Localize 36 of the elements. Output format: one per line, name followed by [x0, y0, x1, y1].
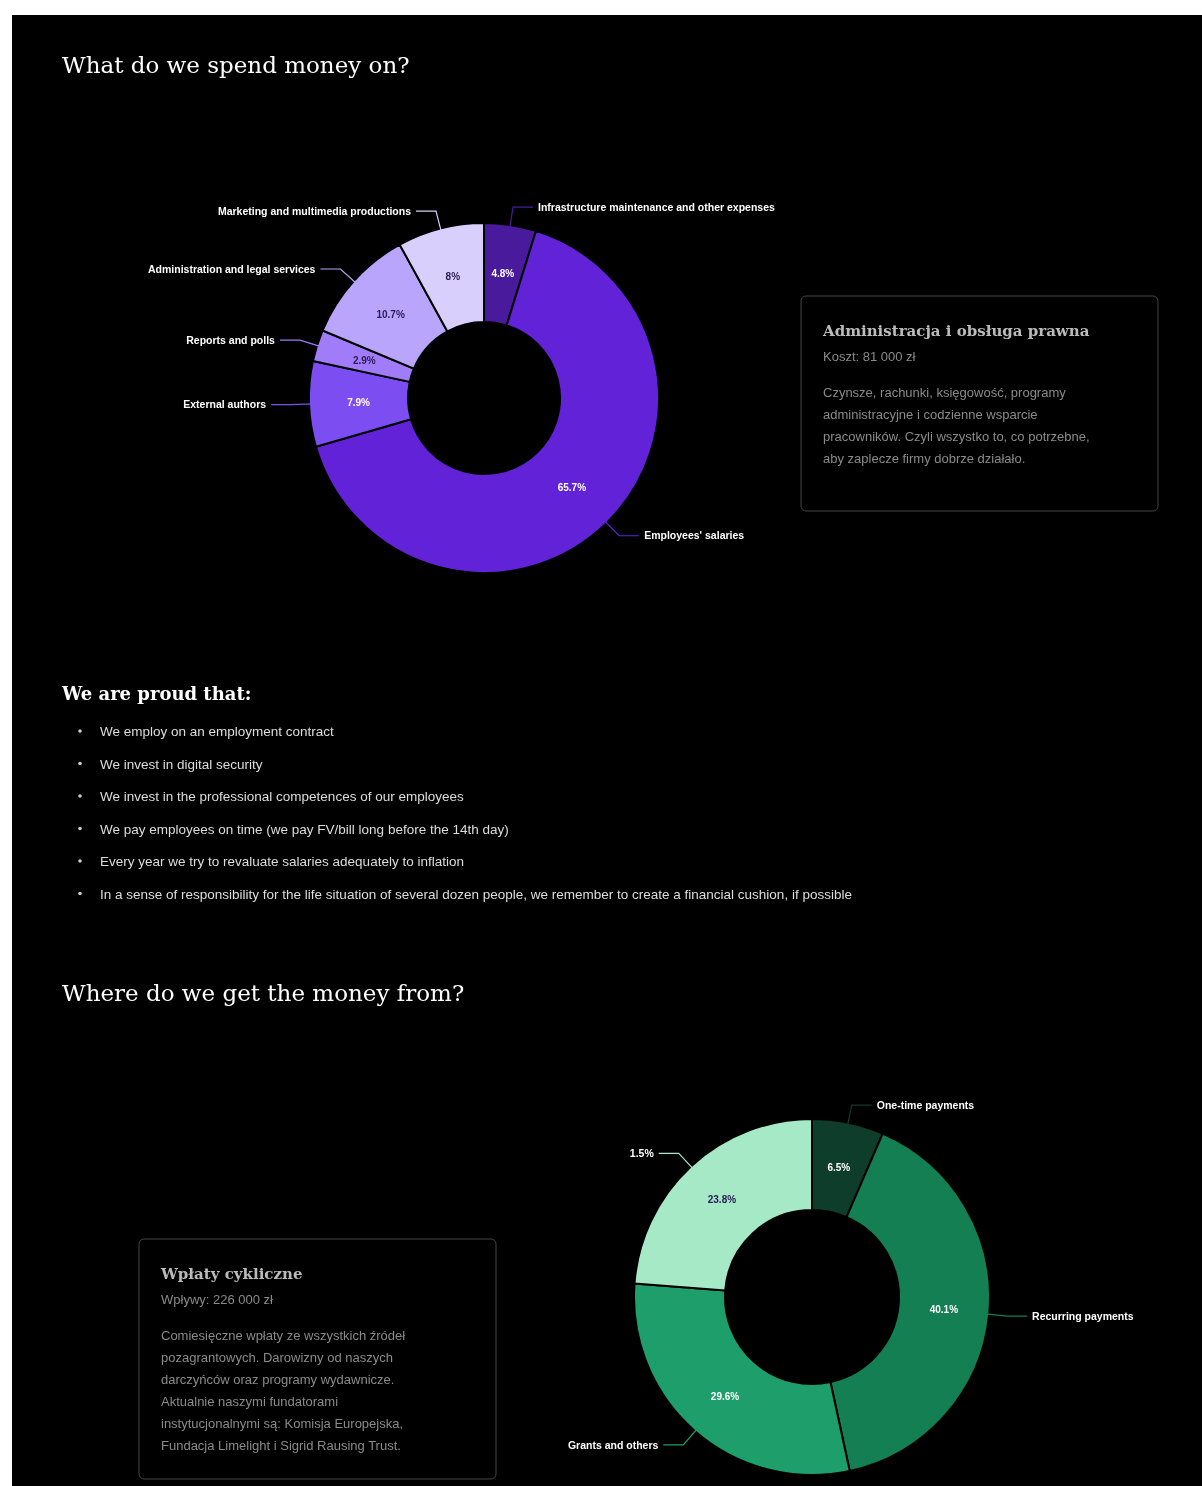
- data-label: 29.6%: [710, 1391, 740, 1403]
- data-label: 7.9%: [347, 396, 371, 408]
- text: Comiesięczne wpłaty ze wszystkich źródeł pozagrantowych. Darowizny od naszych darczyńców oraz programy wydawnicze.: [161, 1328, 406, 1387]
- slice-label: Grants and others: [567, 1438, 659, 1451]
- data-label: 4.8%: [491, 268, 515, 280]
- slice-label: Marketing and multimedia productions: [217, 204, 412, 217]
- text: In a sense of responsibility for the life situation of several dozen people, we remember to create a financial cushion, if possible: [100, 886, 852, 902]
- slice-label: 1.5%: [629, 1146, 655, 1159]
- data-label: 2.9%: [352, 354, 376, 366]
- text: We invest in digital security: [100, 756, 263, 772]
- text: Koszt: 81 000 zł: [823, 349, 916, 364]
- text: Wpłaty cykliczne: [160, 1265, 303, 1283]
- slice-label: Employees' salaries: [644, 529, 745, 542]
- text: We invest in the professional competences of our employees: [100, 789, 464, 804]
- text: Czynsze, rachunki, księgowość, programy administracyjne i codzienne wsparcie pracowników. Czyli wszystko to, co potrzebne, aby zaplecze firmy dobrze działało.: [823, 385, 1090, 466]
- slice-label: One-time payments: [876, 1098, 975, 1111]
- slice-label: External authors: [183, 398, 267, 411]
- text: Every year we try to revaluate salaries adequately to inflation: [100, 854, 464, 869]
- chart-title: What do we spend money on?: [62, 52, 410, 78]
- text: We employ on an employment contract: [100, 724, 335, 739]
- text: Aktualnie naszymi fundatorami instytucjonalnymi są: Komisja Europejska, Fundacja Limelight i Sigrid Rausing Trust.: [161, 1394, 404, 1453]
- data-label: 10.7%: [376, 308, 405, 320]
- data-label: 40.1%: [929, 1304, 959, 1316]
- text: Administracja i obsługa prawna: [822, 322, 1090, 340]
- text: Wpływy: 226 000 zł: [161, 1292, 274, 1307]
- text: Where do we get the money from?: [62, 980, 465, 1006]
- slice-label: Infrastructure maintenance and other expenses: [537, 200, 776, 213]
- data-label: 6.5%: [827, 1161, 851, 1173]
- data-label: 23.8%: [707, 1194, 737, 1206]
- slice-label: Recurring payments: [1032, 1309, 1134, 1322]
- data-label: 8%: [445, 270, 461, 282]
- text: We are proud that:: [61, 683, 252, 704]
- slice-label: Administration and legal services: [147, 262, 316, 275]
- data-label: 65.7%: [557, 482, 587, 494]
- text: We pay employees on time (we pay FV/bill long before the 14th day): [100, 821, 509, 837]
- slice-label: Reports and polls: [186, 333, 276, 346]
